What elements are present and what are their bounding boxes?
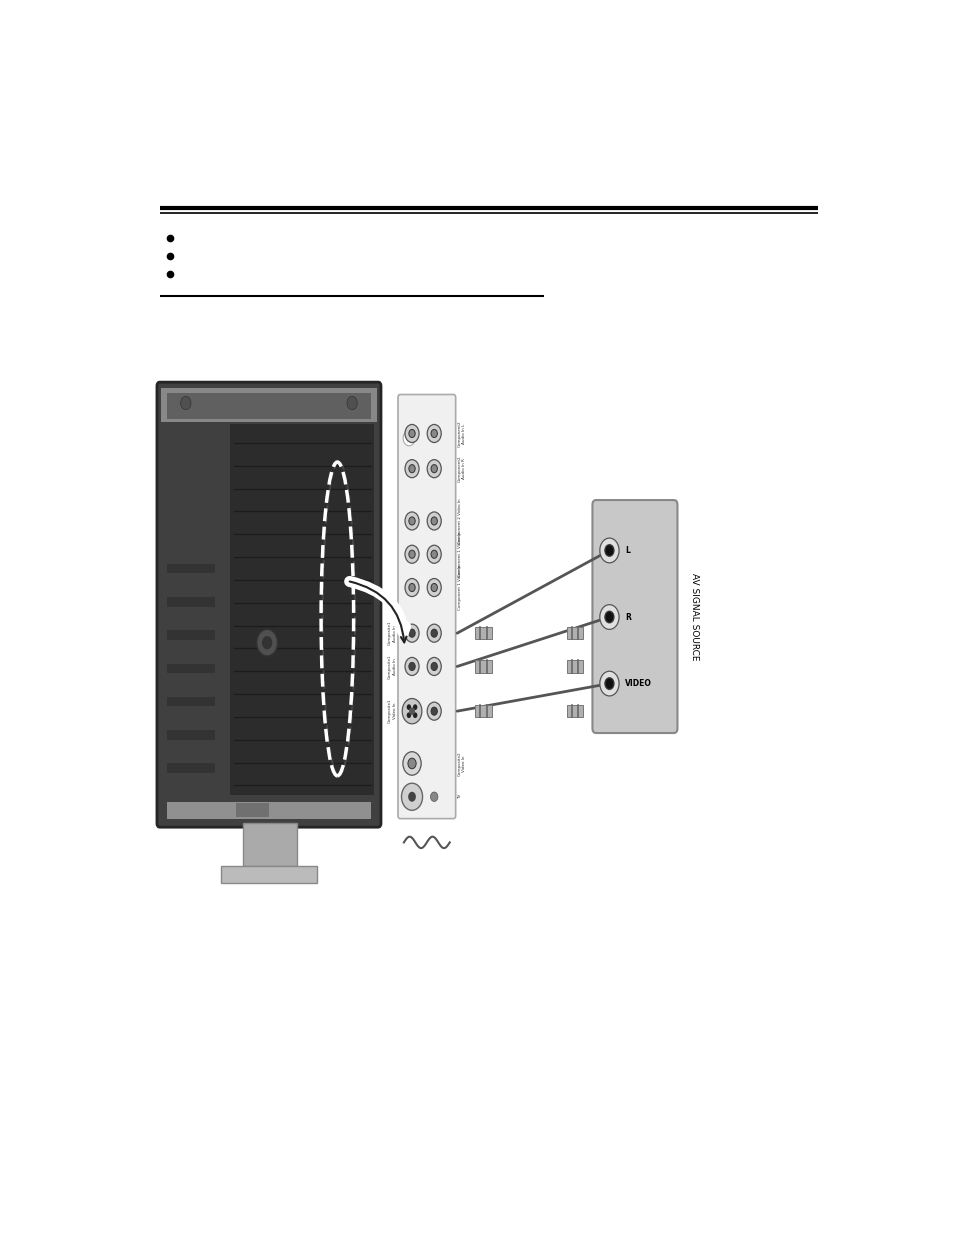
Circle shape [604,611,614,622]
Circle shape [427,578,441,597]
Text: R: R [624,613,630,621]
Bar [475,705,491,718]
Text: Component 1 Video In: Component 1 Video In [457,531,461,577]
Bar [167,663,215,673]
Circle shape [408,758,416,768]
Circle shape [402,699,421,724]
Circle shape [347,396,357,410]
Text: AV SIGNAL SOURCE: AV SIGNAL SOURCE [689,573,699,661]
Bar [566,661,582,673]
Text: L: L [624,546,629,555]
Circle shape [405,425,418,442]
Circle shape [599,538,618,563]
Text: Composite1
Audio In: Composite1 Audio In [388,621,396,646]
Circle shape [431,430,436,437]
Circle shape [409,629,415,637]
Text: Composite1
Video In: Composite1 Video In [388,699,396,724]
Bar [167,597,215,606]
FancyBboxPatch shape [157,382,380,827]
Text: VIDEO: VIDEO [624,679,651,688]
Circle shape [427,425,441,442]
Circle shape [427,459,441,478]
Circle shape [405,545,418,563]
Bar [475,661,491,673]
Circle shape [405,459,418,478]
Circle shape [406,704,411,710]
Text: Component 2 Video In: Component 2 Video In [457,498,461,543]
Circle shape [406,713,411,718]
Bar [167,763,215,773]
Circle shape [409,708,415,715]
Bar [243,824,297,866]
Text: Component2
Audio In R: Component2 Audio In R [457,456,466,482]
Circle shape [405,657,418,676]
Circle shape [427,545,441,563]
Bar [167,563,215,573]
Circle shape [409,583,415,592]
Circle shape [256,630,277,656]
Circle shape [599,672,618,697]
Bar [230,424,374,795]
Circle shape [413,713,417,718]
Bar [167,802,370,819]
Circle shape [431,517,436,525]
Bar [167,730,215,740]
Circle shape [402,752,420,776]
Circle shape [604,611,613,622]
Bar [236,804,269,816]
Circle shape [431,662,436,671]
Text: TV: TV [457,794,461,799]
Bar [221,866,316,883]
Bar [167,393,370,419]
Circle shape [427,657,441,676]
Circle shape [401,783,422,810]
Text: Component2
Audio In L: Component2 Audio In L [457,420,466,447]
Circle shape [403,431,415,446]
Circle shape [431,708,436,715]
Circle shape [262,636,272,650]
Circle shape [409,464,415,473]
FancyBboxPatch shape [397,394,456,819]
Circle shape [405,578,418,597]
Circle shape [408,792,416,802]
Circle shape [409,517,415,525]
Circle shape [431,629,436,637]
Circle shape [599,605,618,630]
Circle shape [604,545,613,556]
Circle shape [427,624,441,642]
Bar [161,388,376,422]
Circle shape [431,550,436,558]
Circle shape [409,430,415,437]
Circle shape [409,550,415,558]
FancyBboxPatch shape [592,500,677,734]
Circle shape [427,703,441,720]
Bar [167,697,215,706]
Bar [475,627,491,640]
Circle shape [409,662,415,671]
Text: Composite1
Audio In: Composite1 Audio In [388,655,396,679]
Text: Component 1 Video In: Component 1 Video In [457,564,461,610]
Circle shape [430,792,437,802]
Bar [566,627,582,640]
Circle shape [405,624,418,642]
Circle shape [431,583,436,592]
Circle shape [604,545,614,557]
Text: Composite2
Video In: Composite2 Video In [457,751,466,776]
Circle shape [405,513,418,530]
Bar [566,705,582,718]
Circle shape [413,704,417,710]
Circle shape [431,464,436,473]
Circle shape [427,513,441,530]
Circle shape [604,678,614,689]
Circle shape [180,396,191,410]
Circle shape [604,678,613,689]
Bar [167,630,215,640]
